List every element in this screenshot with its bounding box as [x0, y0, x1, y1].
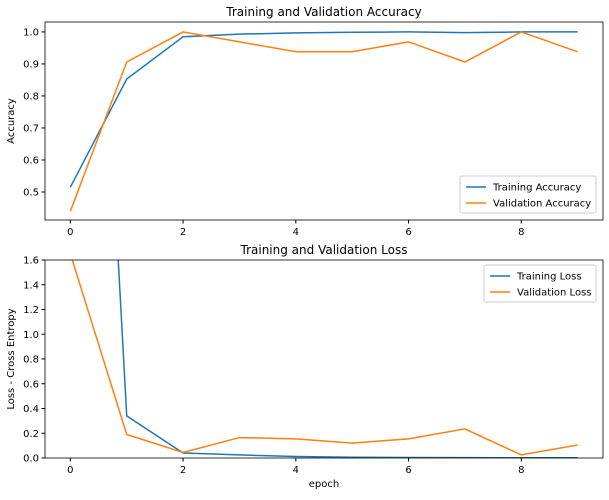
x-tick-label: 8 — [518, 227, 524, 238]
series-line — [117, 260, 578, 458]
x-tick-label: 8 — [518, 465, 524, 476]
series-line — [69, 31, 578, 212]
y-tick-label: 1.6 — [23, 256, 39, 267]
subplot-title: Training and Validation Loss — [240, 243, 408, 257]
y-tick-label: 1.0 — [23, 27, 39, 38]
y-tick-label: 1.0 — [23, 330, 39, 341]
subplot: Training and Validation Loss Loss - Cross… — [6, 243, 604, 490]
legend-label: Training Accuracy — [492, 183, 581, 194]
y-tick-label: 0.2 — [23, 429, 39, 440]
x-axis-label: epoch — [309, 479, 339, 490]
y-tick-label: 0.9 — [23, 59, 39, 70]
y-tick-label: 0.6 — [23, 155, 39, 166]
x-tick-label: 0 — [67, 227, 73, 238]
legend-box — [459, 175, 597, 214]
axes-frame — [44, 259, 604, 459]
legend-label: Validation Loss — [517, 288, 592, 299]
y-tick-label: 0.7 — [23, 123, 39, 134]
series-line — [71, 260, 578, 456]
y-axis-label: Loss - Cross Entropy — [6, 308, 17, 409]
y-axis-label: Accuracy — [6, 98, 17, 144]
legend: Training Accuracy Validation Accuracy — [459, 175, 597, 214]
y-tick-label: 0.8 — [23, 91, 39, 102]
series-line — [69, 31, 578, 188]
x-tick-label: 6 — [405, 227, 411, 238]
legend: Training Loss Validation Loss — [483, 264, 597, 303]
legend-label: Validation Accuracy — [493, 199, 591, 210]
x-tick-label: 2 — [180, 465, 186, 476]
y-tick-label: 0.4 — [23, 404, 39, 415]
y-tick-label: 0.8 — [23, 355, 39, 366]
subplot: Training and Validation Accuracy Accuracy… — [6, 5, 604, 238]
legend-box — [483, 264, 597, 303]
x-tick-label: 4 — [293, 227, 299, 238]
subplot-title: Training and Validation Accuracy — [225, 5, 421, 19]
y-tick-label: 0.5 — [23, 187, 39, 198]
y-tick-label: 1.2 — [23, 305, 39, 316]
x-tick-label: 6 — [405, 465, 411, 476]
x-tick-label: 0 — [67, 465, 73, 476]
y-tick-label: 0.6 — [23, 379, 39, 390]
axes-frame — [44, 21, 604, 221]
y-tick-label: 0.0 — [23, 454, 39, 465]
x-tick-label: 4 — [293, 465, 299, 476]
y-tick-label: 1.4 — [23, 280, 39, 291]
legend-label: Training Loss — [516, 272, 582, 283]
x-tick-label: 2 — [180, 227, 186, 238]
